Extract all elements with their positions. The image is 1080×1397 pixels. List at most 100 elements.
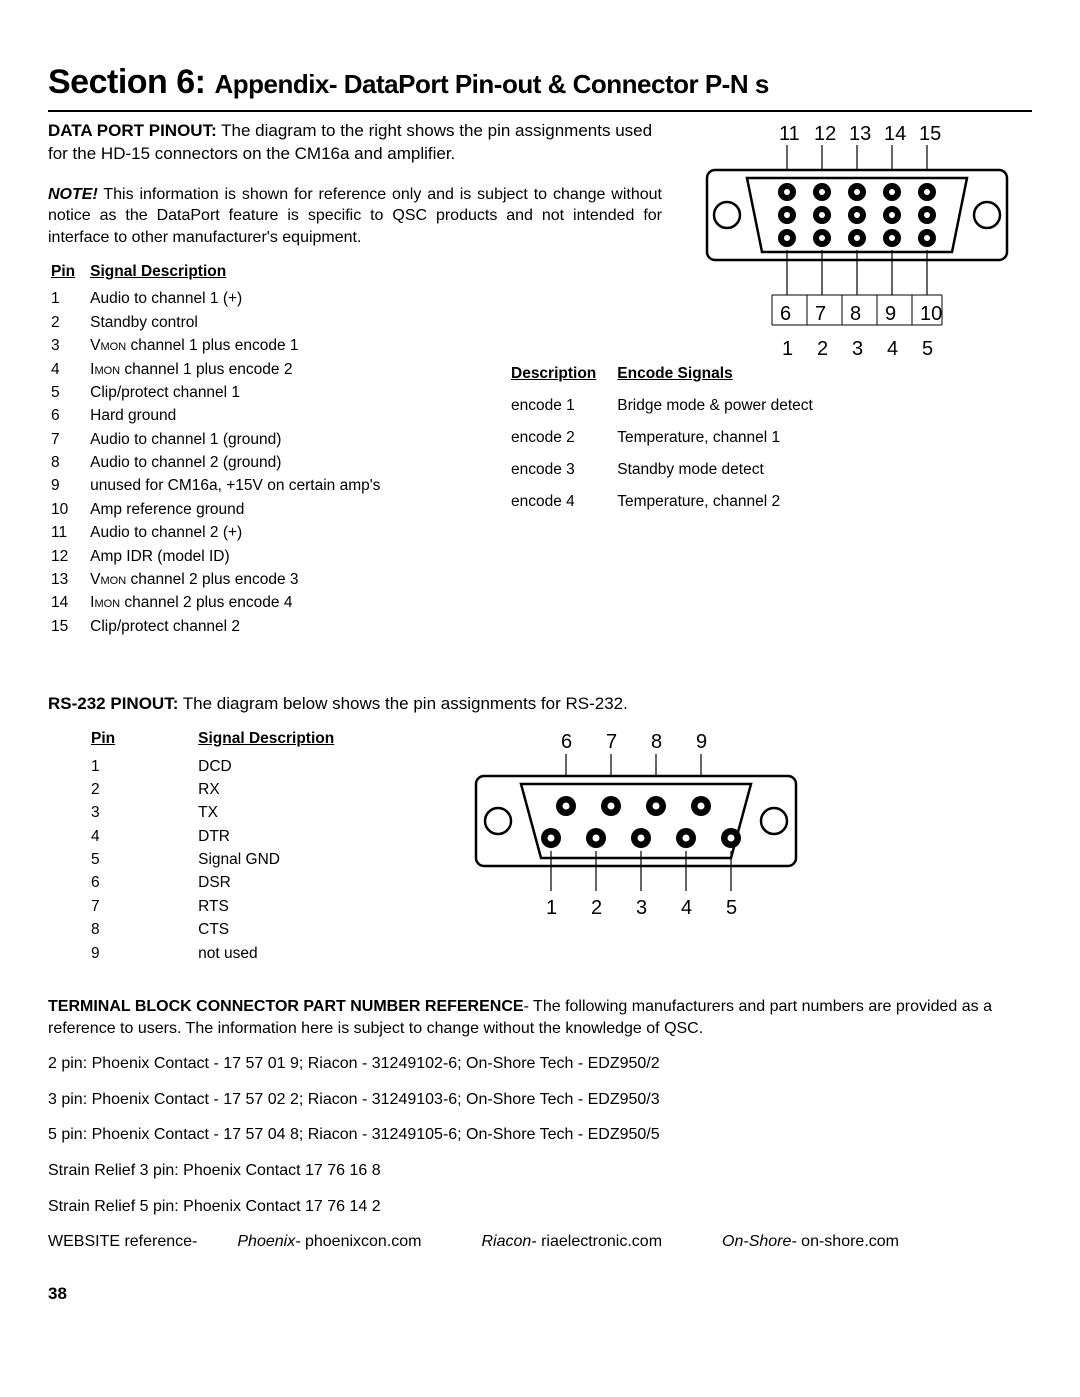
pin-num: 2	[90, 779, 195, 800]
col-pin: Pin	[50, 261, 87, 287]
table-row: 3TX	[90, 802, 414, 823]
website-item: On-Shore- on-shore.com	[722, 1231, 899, 1253]
encode-desc: Temperature, channel 1	[616, 427, 831, 457]
table-row: encode 3Standby mode detect	[510, 459, 831, 489]
pin-num: 7	[50, 429, 87, 450]
pin-desc: not used	[197, 943, 414, 964]
title-main: Section 6:	[48, 63, 205, 101]
pin-desc: Amp reference ground	[89, 499, 392, 520]
rs232-bold: RS-232 PINOUT:	[48, 694, 178, 713]
terminal-line: Strain Relief 5 pin: Phoenix Contact 17 …	[48, 1196, 1032, 1218]
svg-text:9: 9	[885, 303, 896, 325]
rs232-col-pin: Pin	[90, 728, 195, 754]
table-row: 6Hard ground	[50, 405, 392, 426]
pin-desc: IMON channel 2 plus encode 4	[89, 592, 392, 613]
rs232-paragraph: RS-232 PINOUT: The diagram below shows t…	[48, 693, 1032, 716]
table-row: 7Audio to channel 1 (ground)	[50, 429, 392, 450]
table-row: 3VMON channel 1 plus encode 1	[50, 335, 392, 356]
pin-desc: TX	[197, 802, 414, 823]
table-row: encode 1Bridge mode & power detect	[510, 395, 831, 425]
pin-num: 13	[50, 569, 87, 590]
pin-num: 2	[50, 312, 87, 333]
terminal-line: Strain Relief 3 pin: Phoenix Contact 17 …	[48, 1160, 1032, 1182]
pin-desc: RTS	[197, 896, 414, 917]
pin-num: 5	[90, 849, 195, 870]
table-row: 7RTS	[90, 896, 414, 917]
pin-num: 4	[90, 826, 195, 847]
pin-num: 3	[50, 335, 87, 356]
svg-text:5: 5	[922, 338, 933, 360]
pin-desc: VMON channel 1 plus encode 1	[89, 335, 392, 356]
title-sub: Appendix- DataPort Pin-out & Connector P…	[214, 69, 768, 99]
pin-desc: Standby control	[89, 312, 392, 333]
pin-desc: VMON channel 2 plus encode 3	[89, 569, 392, 590]
section-title: Section 6: Appendix- DataPort Pin-out & …	[48, 60, 1032, 112]
table-row: 11Audio to channel 2 (+)	[50, 522, 392, 543]
pin-num: 8	[50, 452, 87, 473]
svg-text:4: 4	[887, 338, 898, 360]
pin-desc: unused for CM16a, +15V on certain amp's	[89, 475, 392, 496]
website-row: WEBSITE reference- Phoenix- phoenixcon.c…	[48, 1231, 1032, 1253]
svg-text:1: 1	[782, 338, 793, 360]
rs232-col-sig: Signal Description	[197, 728, 414, 754]
page-number: 38	[48, 1283, 1032, 1306]
svg-text:3: 3	[852, 338, 863, 360]
svg-text:5: 5	[726, 897, 737, 919]
table-row: 2Standby control	[50, 312, 392, 333]
terminal-intro: TERMINAL BLOCK CONNECTOR PART NUMBER REF…	[48, 996, 1032, 1039]
table-row: 5Signal GND	[90, 849, 414, 870]
table-row: 4DTR	[90, 826, 414, 847]
svg-text:14: 14	[884, 123, 906, 145]
website-item: Riacon- riaelectronic.com	[482, 1231, 663, 1253]
table-row: 6DSR	[90, 872, 414, 893]
terminal-block-section: TERMINAL BLOCK CONNECTOR PART NUMBER REF…	[48, 996, 1032, 1253]
table-row: 1Audio to channel 1 (+)	[50, 288, 392, 309]
pin-desc: IMON channel 1 plus encode 2	[89, 359, 392, 380]
table-row: 13VMON channel 2 plus encode 3	[50, 569, 392, 590]
pin-num: 10	[50, 499, 87, 520]
table-row: 2RX	[90, 779, 414, 800]
svg-text:6: 6	[561, 731, 572, 753]
svg-text:13: 13	[849, 123, 871, 145]
pin-desc: Clip/protect channel 2	[89, 616, 392, 637]
table-row: encode 2Temperature, channel 1	[510, 427, 831, 457]
svg-text:2: 2	[591, 897, 602, 919]
terminal-line: 3 pin: Phoenix Contact - 17 57 02 2; Ria…	[48, 1089, 1032, 1111]
table-row: 5Clip/protect channel 1	[50, 382, 392, 403]
svg-text:11: 11	[779, 123, 800, 145]
svg-text:10: 10	[920, 303, 942, 325]
terminal-bold: TERMINAL BLOCK CONNECTOR PART NUMBER REF…	[48, 998, 524, 1015]
pin-desc: DTR	[197, 826, 414, 847]
table-row: 14IMON channel 2 plus encode 4	[50, 592, 392, 613]
db9-diagram: 6789 12345	[456, 726, 816, 966]
svg-text:8: 8	[651, 731, 662, 753]
pin-num: 14	[50, 592, 87, 613]
table-row: 4IMON channel 1 plus encode 2	[50, 359, 392, 380]
svg-text:9: 9	[696, 731, 707, 753]
encode-name: encode 3	[510, 459, 614, 489]
table-row: 12Amp IDR (model ID)	[50, 546, 392, 567]
pin-num: 8	[90, 919, 195, 940]
pin-num: 1	[90, 756, 195, 777]
table-row: 9unused for CM16a, +15V on certain amp's	[50, 475, 392, 496]
encode-desc: Standby mode detect	[616, 459, 831, 489]
pin-num: 9	[50, 475, 87, 496]
pin-desc: DSR	[197, 872, 414, 893]
encode-desc: Bridge mode & power detect	[616, 395, 831, 425]
hd15-pin-table: Pin Signal Description 1Audio to channel…	[48, 259, 394, 640]
svg-text:4: 4	[681, 897, 692, 919]
table-row: 8CTS	[90, 919, 414, 940]
encode-desc: Temperature, channel 2	[616, 491, 831, 521]
pin-desc: Hard ground	[89, 405, 392, 426]
encode-h2: Encode Signals	[616, 363, 831, 393]
encode-h1: Description	[510, 363, 614, 393]
pin-num: 4	[50, 359, 87, 380]
col-sig: Signal Description	[89, 261, 392, 287]
encode-name: encode 2	[510, 427, 614, 457]
note-text: This information is shown for reference …	[48, 186, 662, 246]
svg-text:3: 3	[636, 897, 647, 919]
table-row: 10Amp reference ground	[50, 499, 392, 520]
svg-text:12: 12	[814, 123, 836, 145]
pin-desc: Audio to channel 2 (ground)	[89, 452, 392, 473]
pin-desc: DCD	[197, 756, 414, 777]
